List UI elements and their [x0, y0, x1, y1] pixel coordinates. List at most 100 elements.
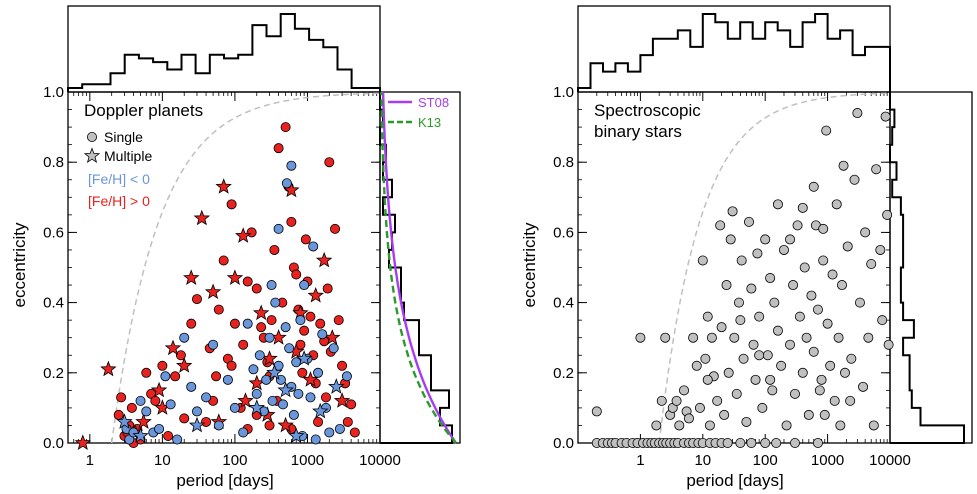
data-point	[716, 322, 727, 333]
data-point	[797, 202, 808, 213]
data-point	[794, 311, 805, 322]
data-point	[752, 248, 763, 259]
data-point	[179, 332, 190, 343]
envelope-curve	[110, 92, 380, 444]
data-point	[778, 244, 789, 255]
data-point	[769, 297, 780, 308]
data-point	[269, 244, 280, 255]
data-point	[735, 437, 746, 448]
data-point	[299, 325, 310, 336]
legend-multiple-marker	[83, 147, 101, 164]
data-point	[760, 437, 771, 448]
data-point	[238, 427, 249, 438]
data-point	[113, 409, 124, 420]
y-tick-label: 0.4	[43, 295, 64, 312]
x-tick-label: 10000	[359, 452, 401, 469]
data-point-multiple	[164, 339, 182, 356]
data-point	[702, 374, 713, 385]
data-point	[746, 437, 757, 448]
data-point	[291, 269, 302, 280]
data-point	[738, 353, 749, 364]
data-point	[829, 395, 840, 406]
fit-legend-label: ST08	[418, 95, 449, 110]
data-point-multiple	[150, 381, 168, 398]
data-point	[683, 413, 694, 424]
data-point	[722, 437, 733, 448]
data-point	[836, 280, 847, 291]
data-point	[313, 367, 324, 378]
data-point	[328, 343, 339, 354]
data-point	[266, 315, 277, 326]
data-point-multiple	[116, 413, 133, 429]
data-point	[157, 360, 168, 371]
data-point	[852, 108, 863, 119]
data-point	[660, 332, 671, 343]
eccentricity-histogram	[889, 92, 965, 444]
data-point	[735, 315, 746, 326]
data-point	[842, 241, 853, 252]
data-point	[719, 409, 730, 420]
data-point	[765, 374, 776, 385]
data-point	[267, 395, 278, 406]
data-point	[317, 329, 328, 340]
data-point-multiple	[74, 434, 91, 451]
data-point	[315, 318, 326, 329]
data-point	[808, 181, 819, 192]
data-point	[772, 325, 783, 336]
data-point	[789, 437, 800, 448]
data-point	[691, 360, 702, 371]
x-tick-label: 1000	[291, 452, 324, 469]
data-point	[591, 406, 602, 417]
data-point	[671, 395, 682, 406]
data-point-multiple	[100, 360, 117, 377]
data-point	[320, 392, 331, 403]
data-point	[256, 322, 267, 333]
data-point	[264, 332, 275, 343]
data-point	[741, 416, 752, 427]
legend-single-label: Single	[104, 129, 143, 145]
data-point-multiple	[183, 269, 200, 286]
data-point	[226, 199, 237, 210]
data-point	[281, 178, 292, 189]
data-point	[656, 395, 667, 406]
legend-color-label: [Fe/H] > 0	[88, 193, 150, 209]
ylabel-right: eccentricity	[520, 222, 539, 308]
data-point	[854, 297, 865, 308]
data-point	[702, 311, 713, 322]
data-point	[818, 255, 829, 266]
data-point	[831, 199, 842, 210]
data-point	[208, 339, 219, 350]
data-point	[254, 350, 265, 361]
data-point	[866, 258, 877, 269]
data-point	[785, 339, 796, 350]
data-point	[218, 255, 229, 266]
panel-doppler-planets: 0.0 0.2 0.4 0.6 0.8 1.0 1 10 100 1000 10000 ST08 K13…	[43, 5, 461, 469]
x-tick-label: 1	[636, 452, 644, 469]
data-point	[277, 399, 288, 410]
y-tick-label: 0.6	[43, 224, 64, 241]
data-point	[330, 223, 341, 234]
data-point	[877, 315, 888, 326]
data-point	[308, 241, 319, 252]
data-point	[797, 367, 808, 378]
data-point	[651, 420, 662, 431]
data-point	[733, 297, 744, 308]
data-point-multiple	[333, 392, 351, 408]
data-point	[186, 318, 197, 329]
y-tick-label: 0.2	[553, 365, 574, 382]
data-point	[812, 437, 823, 448]
data-point-multiple	[188, 416, 206, 433]
data-point	[201, 416, 212, 427]
data-point	[674, 420, 685, 431]
data-point-multiple	[302, 371, 319, 387]
title-right-line1: Spectroscopic	[594, 101, 701, 120]
data-point	[322, 283, 333, 294]
data-point	[808, 346, 819, 357]
data-point	[765, 273, 776, 284]
data-point	[229, 402, 240, 413]
data-point	[284, 343, 295, 354]
y-tick-label: 0.8	[553, 154, 574, 171]
data-point	[792, 220, 803, 231]
data-point	[789, 388, 800, 399]
